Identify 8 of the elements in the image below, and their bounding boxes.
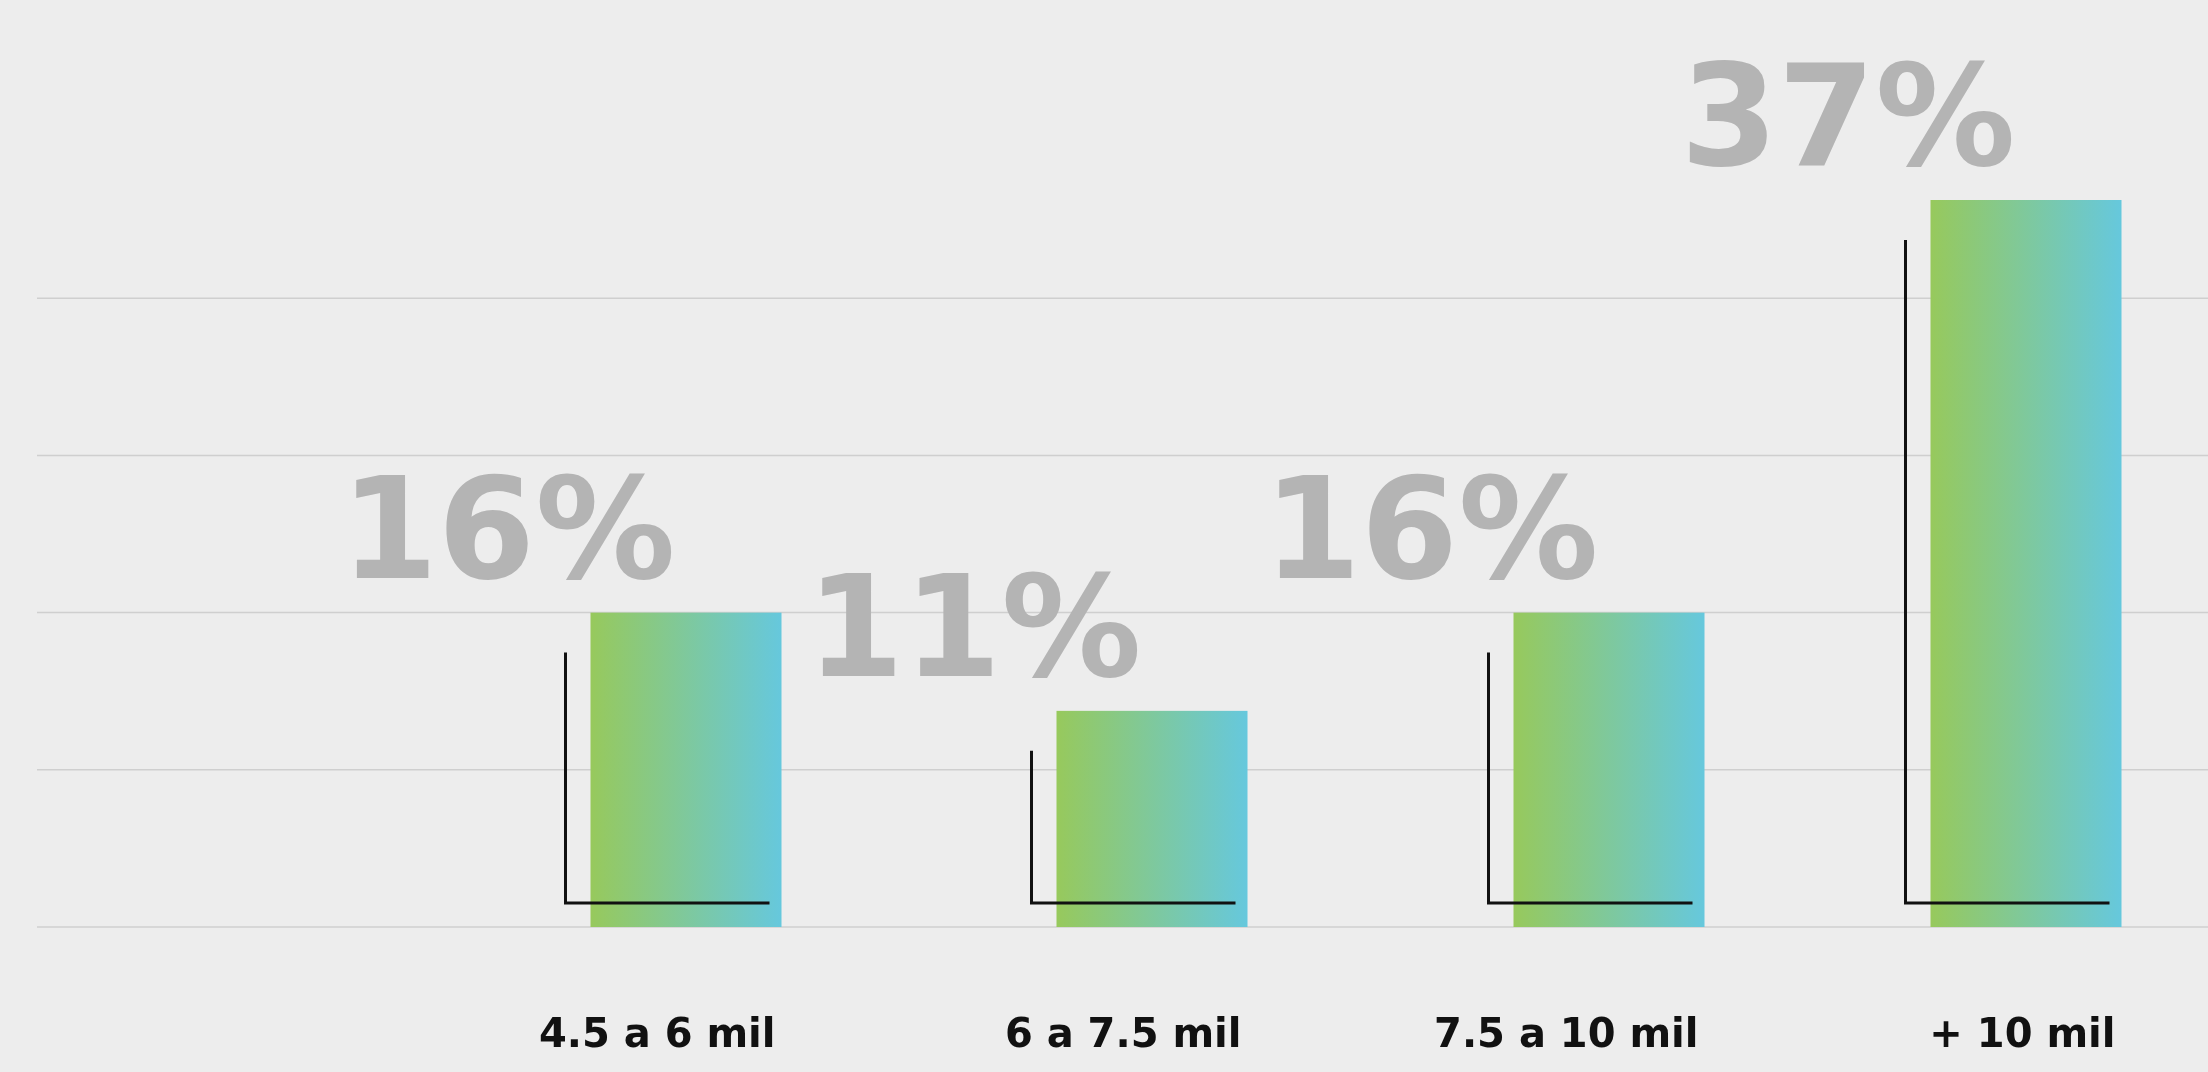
data-label: 37% xyxy=(1680,35,2016,198)
x-tick-label: + 10 mil xyxy=(1929,1010,2116,1057)
x-tick-label: 7.5 a 10 mil xyxy=(1434,1010,1699,1057)
x-tick-label: 4.5 a 6 mil xyxy=(538,1010,776,1057)
data-label: 16% xyxy=(1263,447,1599,611)
data-label: 16% xyxy=(340,447,676,611)
x-tick-label: 6 a 7.5 mil xyxy=(1004,1010,1242,1057)
data-label: 11% xyxy=(806,545,1142,709)
